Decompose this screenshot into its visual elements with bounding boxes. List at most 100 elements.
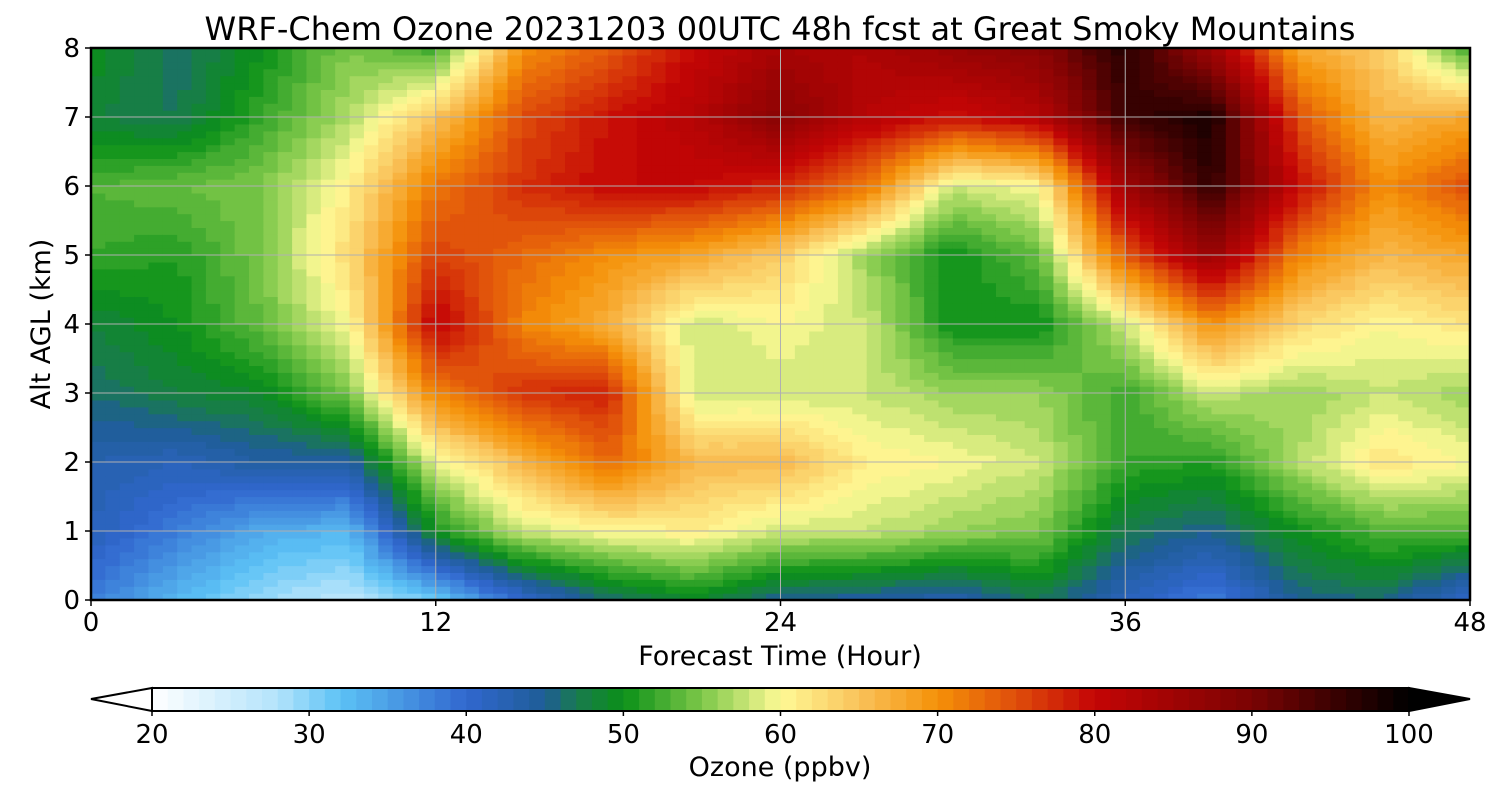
heatmap-cell [536, 261, 552, 270]
heatmap-cell [694, 434, 710, 442]
heatmap-cell [823, 68, 839, 77]
heatmap-cell [766, 296, 782, 304]
heatmap-cell [550, 110, 566, 118]
heatmap-cell [378, 558, 394, 567]
heatmap-cell [952, 551, 968, 560]
heatmap-cell [234, 593, 250, 600]
heatmap-cell [306, 186, 322, 194]
heatmap-cell [263, 544, 279, 553]
heatmap-cell [162, 103, 178, 111]
heatmap-cell [622, 192, 638, 201]
heatmap-cell [521, 123, 537, 132]
heatmap-cell [320, 427, 336, 435]
heatmap-cell [306, 510, 322, 518]
heatmap-cell [852, 406, 868, 415]
heatmap-cell [363, 179, 379, 187]
heatmap-cell [794, 289, 810, 297]
heatmap-cell [823, 110, 839, 118]
heatmap-cell [780, 137, 796, 146]
heatmap-cell [967, 144, 983, 153]
heatmap-cell [277, 413, 293, 422]
heatmap-cell [335, 220, 351, 228]
heatmap-cell [335, 455, 351, 463]
heatmap-cell [565, 54, 580, 63]
heatmap-cell [493, 358, 509, 366]
heatmap-cell [306, 137, 322, 146]
heatmap-cell [565, 358, 580, 366]
heatmap-cell [766, 241, 782, 249]
heatmap-cell [909, 420, 925, 429]
heatmap-cell [694, 158, 710, 166]
heatmap-cell [694, 179, 710, 187]
heatmap-cell [622, 310, 638, 318]
heatmap-cell [823, 96, 839, 104]
heatmap-cell [450, 489, 466, 498]
heatmap-cell [651, 117, 667, 125]
heatmap-cell [665, 48, 681, 56]
heatmap-cell [622, 455, 638, 463]
heatmap-cell [780, 524, 796, 532]
heatmap-cell [407, 420, 422, 429]
heatmap-cell [665, 427, 681, 435]
heatmap-cell [119, 199, 135, 208]
heatmap-cell [852, 68, 868, 77]
heatmap-cell [205, 75, 221, 84]
heatmap-cell [651, 137, 667, 146]
heatmap-cell [737, 475, 753, 484]
heatmap-cell [177, 551, 193, 560]
heatmap-cell [249, 303, 264, 311]
heatmap-cell [320, 462, 336, 470]
heatmap-cell [866, 110, 882, 118]
heatmap-cell [263, 61, 279, 70]
heatmap-cell [622, 365, 638, 373]
heatmap-cell [837, 330, 853, 339]
heatmap-cell [191, 434, 207, 442]
heatmap-cell [220, 379, 236, 387]
heatmap-cell [967, 206, 983, 215]
heatmap-cell [938, 241, 954, 249]
heatmap-cell [694, 358, 710, 366]
heatmap-cell [349, 151, 365, 159]
heatmap-cell [349, 558, 365, 567]
heatmap-cell [593, 448, 609, 456]
heatmap-cell [105, 330, 121, 339]
heatmap-cell [751, 386, 767, 394]
heatmap-cell [450, 158, 466, 166]
heatmap-cell [119, 296, 135, 304]
heatmap-cell [622, 351, 638, 360]
heatmap-cell [608, 82, 624, 90]
heatmap-cell [134, 123, 150, 132]
heatmap-cell [263, 351, 279, 360]
heatmap-cell [694, 482, 710, 491]
heatmap-cell [277, 82, 293, 90]
heatmap-cell [794, 482, 810, 491]
heatmap-cell [593, 296, 609, 304]
heatmap-cell [751, 399, 767, 408]
heatmap-cell [909, 579, 925, 587]
heatmap-cell [378, 572, 394, 580]
heatmap-cell [148, 179, 164, 187]
heatmap-cell [478, 393, 494, 401]
heatmap-cell [708, 75, 724, 84]
heatmap-cell [421, 537, 437, 546]
heatmap-cell [622, 393, 638, 401]
heatmap-cell [306, 130, 322, 139]
heatmap-cell [967, 462, 983, 470]
heatmap-cell [521, 448, 537, 456]
heatmap-cell [234, 89, 250, 97]
heatmap-cell [335, 427, 351, 435]
heatmap-cell [349, 110, 365, 118]
heatmap-cell [507, 61, 523, 70]
heatmap-cell [450, 241, 466, 249]
heatmap-cell [220, 68, 236, 77]
heatmap-cell [378, 213, 394, 222]
heatmap-cell [723, 310, 738, 318]
heatmap-cell [751, 579, 767, 587]
heatmap-cell [493, 434, 509, 442]
heatmap-cell [349, 544, 365, 553]
heatmap-cell [378, 455, 394, 463]
heatmap-cell [119, 158, 135, 166]
heatmap-cell [636, 186, 652, 194]
heatmap-cell [220, 468, 236, 477]
heatmap-cell [234, 248, 250, 256]
